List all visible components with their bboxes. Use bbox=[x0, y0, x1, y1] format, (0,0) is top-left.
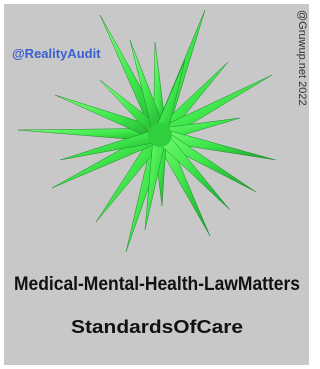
headline: Medical-Mental-Health-LawMatters bbox=[14, 274, 300, 295]
handle: @RealityAudit bbox=[12, 46, 101, 61]
watermark: @Gruwup.net 2022 bbox=[296, 10, 308, 106]
star-core bbox=[148, 123, 172, 147]
poster: @RealityAudit @Gruwup.net 2022 Medical-M… bbox=[0, 0, 313, 369]
subheadline: StandardsOfCare bbox=[71, 317, 243, 337]
